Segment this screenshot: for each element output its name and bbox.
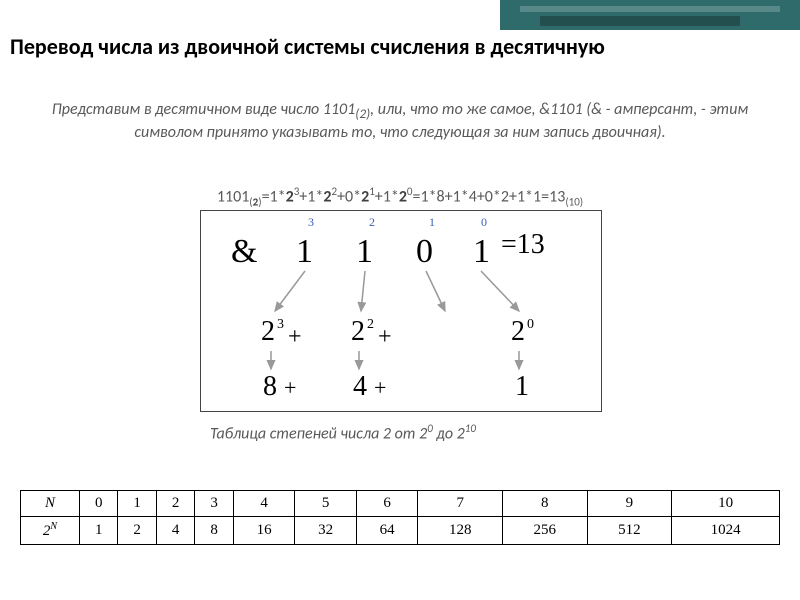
table-cell-2n: 64 bbox=[356, 517, 418, 545]
table-cell-2n: 16 bbox=[233, 517, 295, 545]
table-cell-n: 8 bbox=[503, 491, 588, 517]
binary-digit: 1 bbox=[356, 233, 373, 271]
table-cell-n: 9 bbox=[587, 491, 672, 517]
result-equals: =13 bbox=[501, 229, 545, 261]
table-header-n: N bbox=[21, 491, 80, 517]
binary-digit: 0 bbox=[416, 233, 433, 271]
value-term: 1 bbox=[515, 371, 529, 403]
table-cell-n: 1 bbox=[118, 491, 156, 517]
table-cell-2n: 1 bbox=[79, 517, 117, 545]
table-cell-n: 6 bbox=[356, 491, 418, 517]
table-cell-n: 4 bbox=[233, 491, 295, 517]
intro-text: Представим в десятичном виде число 1101(… bbox=[20, 100, 780, 143]
table-cell-n: 5 bbox=[295, 491, 357, 517]
position-label: 2 bbox=[369, 215, 375, 230]
table-cell-2n: 8 bbox=[195, 517, 233, 545]
table-cell-2n: 512 bbox=[587, 517, 672, 545]
table-header-2n: 2N bbox=[21, 517, 80, 545]
table-cell-2n: 32 bbox=[295, 517, 357, 545]
table-cell-2n: 2 bbox=[118, 517, 156, 545]
powers-of-two-table: N 012345678910 2N 1248163264128256512102… bbox=[20, 490, 780, 545]
position-label: 0 bbox=[481, 215, 487, 230]
binary-digit: 1 bbox=[296, 233, 313, 271]
position-label: 1 bbox=[429, 215, 435, 230]
table-cell-2n: 4 bbox=[156, 517, 194, 545]
slide-decoration bbox=[500, 0, 800, 30]
table-cell-n: 2 bbox=[156, 491, 194, 517]
binary-digit: & bbox=[231, 233, 257, 271]
table-cell-n: 0 bbox=[79, 491, 117, 517]
power-term: 20 bbox=[511, 316, 532, 348]
position-label: 3 bbox=[308, 215, 314, 230]
value-term: 4 + bbox=[353, 371, 386, 403]
binary-diagram: =13 3 2 1 0 & 1 1 0 1 23 + 22 + 20 8 + 4 + 1 bbox=[200, 210, 602, 412]
stripe bbox=[520, 6, 780, 12]
table-cell-n: 3 bbox=[195, 491, 233, 517]
value-term: 8 + bbox=[263, 371, 296, 403]
power-term: 22 + bbox=[351, 316, 392, 348]
conversion-formula: 1101(2)=1*23+1*22+0*21+1*20=1*8+1*4+0*2+… bbox=[20, 185, 780, 209]
stripe bbox=[540, 16, 740, 26]
table-caption: Таблица степеней числа 2 от 20 до 210 bbox=[210, 422, 640, 444]
table-cell-n: 7 bbox=[418, 491, 503, 517]
heading-title: Перевод числа из двоичной системы счисле… bbox=[10, 34, 790, 60]
table-cell-2n: 1024 bbox=[672, 517, 780, 545]
table-cell-2n: 256 bbox=[503, 517, 588, 545]
table-cell-2n: 128 bbox=[418, 517, 503, 545]
power-term: 23 + bbox=[261, 316, 302, 348]
binary-digit: 1 bbox=[473, 233, 490, 271]
table-cell-n: 10 bbox=[672, 491, 780, 517]
